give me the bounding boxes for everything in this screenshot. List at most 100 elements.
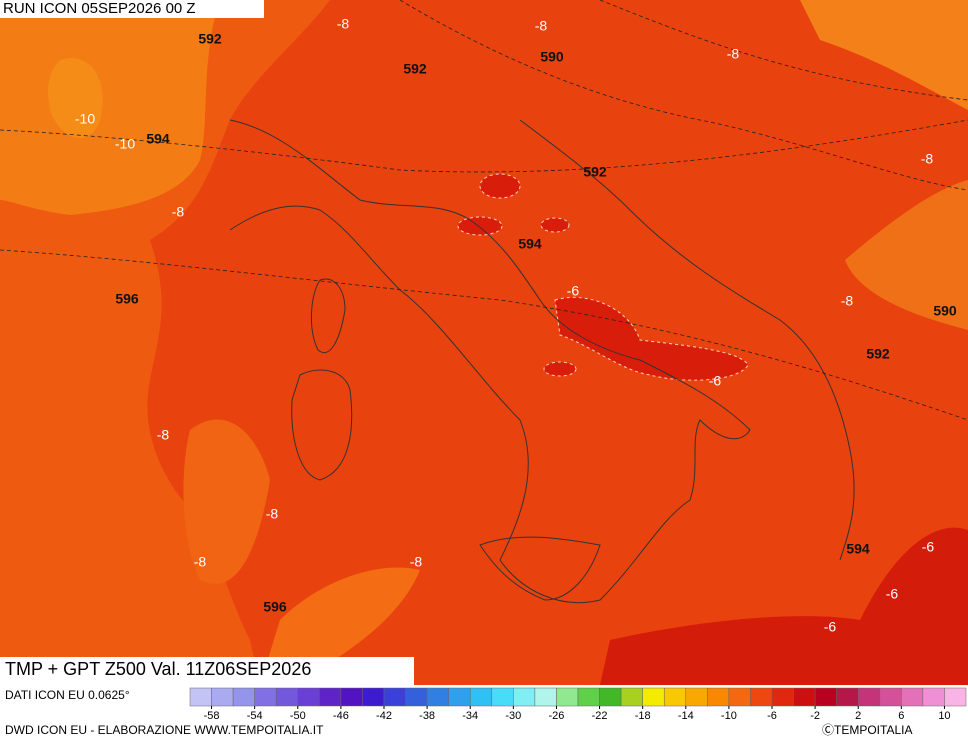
colorbar-swatch: [448, 687, 471, 707]
contour-label: -6: [922, 539, 935, 555]
contour-label: -8: [266, 506, 279, 522]
colorbar-swatch: [362, 687, 385, 707]
colorbar-swatch: [254, 687, 277, 707]
colorbar-swatch: [728, 687, 751, 707]
contour-label: 594: [518, 236, 542, 252]
isohypse: [0, 0, 968, 421]
colorbar-swatch: [901, 687, 924, 707]
colorbar-swatch: [836, 687, 859, 707]
colorbar-tick-label: -18: [635, 710, 651, 722]
colorbar-swatch: [297, 687, 320, 707]
colorbar-swatch: [944, 687, 967, 707]
cooler-region: [0, 0, 220, 215]
colorbar-tick-label: -26: [548, 710, 564, 722]
colorbar-swatch: [319, 687, 342, 707]
map-title: TMP + GPT Z500 Val. 11Z06SEP2026: [5, 659, 311, 679]
colorbar-tick-label: -34: [462, 710, 478, 722]
cooler-region: [800, 0, 968, 110]
colorbar-tick-label: -30: [505, 710, 521, 722]
colorbar-swatch: [426, 687, 449, 707]
contour-label: 596: [115, 291, 139, 307]
header-box: [0, 0, 264, 18]
contour-label: -6: [886, 586, 899, 602]
cooler-core: [48, 58, 103, 139]
colorbar-swatch: [513, 687, 536, 707]
colorbar-swatch: [577, 687, 600, 707]
map: [0, 0, 968, 685]
contour-label: 592: [403, 61, 427, 77]
contour-label: -6: [824, 619, 837, 635]
colorbar-swatch: [620, 687, 643, 707]
coastline: [479, 536, 601, 601]
colorbar-tick-label: -10: [721, 710, 737, 722]
colorbar-swatch: [685, 687, 708, 707]
colorbar-tick-label: -14: [678, 710, 694, 722]
contour-label: 596: [263, 599, 287, 615]
colorbar-swatch: [340, 687, 363, 707]
colorbar-tick-label: -58: [204, 710, 220, 722]
source: DATI ICON EU 0.0625°: [5, 688, 130, 702]
coastline: [310, 278, 346, 353]
contour-label: 594: [146, 131, 170, 147]
warm-core: [457, 216, 503, 236]
contour-label: 590: [933, 303, 957, 319]
contour-label: -8: [727, 46, 740, 62]
contour-label: -10: [115, 136, 135, 152]
coastline: [519, 119, 855, 561]
contour-label: -8: [535, 18, 548, 34]
colorbar-swatch: [879, 687, 902, 707]
contour-label: -8: [921, 151, 934, 167]
colorbar-swatch: [275, 687, 299, 707]
colorbar-swatch: [232, 687, 255, 707]
contour-label: -8: [157, 427, 170, 443]
colorbar-swatch: [534, 687, 557, 707]
colorbar-swatch: [189, 687, 212, 707]
colorbar-swatch: [814, 687, 837, 707]
colorbar-swatch: [663, 687, 687, 707]
colorbar-swatch: [707, 687, 730, 707]
warm-core: [600, 527, 968, 685]
colorbar-tick-label: -50: [290, 710, 306, 722]
colorbar-swatch: [211, 687, 234, 707]
contour-label: 592: [866, 346, 890, 362]
contour-label: 592: [583, 164, 607, 180]
contour-label: 592: [198, 31, 222, 47]
contour-label: -8: [172, 204, 185, 220]
colorbar-swatch: [491, 687, 514, 707]
credit: DWD ICON EU - ELABORAZIONE WWW.TEMPOITAL…: [5, 723, 324, 737]
coastline: [229, 119, 751, 604]
warm-core: [554, 296, 749, 381]
colorbar-swatch: [383, 687, 406, 707]
warm-region: [183, 419, 270, 584]
run-label: RUN ICON 05SEP2026 00 Z: [3, 0, 196, 17]
colorbar-swatch: [556, 687, 579, 707]
colorbar-swatch: [857, 687, 881, 707]
coastline: [291, 369, 353, 481]
contour-label: -8: [337, 16, 350, 32]
contour-label: -8: [841, 293, 854, 309]
title-box: [0, 657, 414, 685]
colorbar-tick-label: -54: [247, 710, 263, 722]
colorbar-swatch: [922, 687, 945, 707]
copyright: ⒸTEMPOITALIA: [822, 723, 912, 737]
warm-core: [543, 361, 577, 377]
colorbar-tick-label: -22: [592, 710, 608, 722]
colorbar-tick-label: -2: [810, 710, 820, 722]
warm-core: [479, 173, 521, 199]
cooler-region: [845, 180, 968, 330]
contour-labels: 592 -8 -8 592 590 -8 -10 -10 594 592 -8 -8 594 -6 596 -…: [75, 16, 957, 635]
colorbar-swatch: [750, 687, 773, 707]
colorbar-swatch: [642, 687, 665, 707]
warm-core: [540, 217, 570, 233]
contour-label: -6: [709, 373, 722, 389]
colorbar-tick-label: 10: [938, 710, 950, 722]
contour-label: -10: [75, 111, 95, 127]
contour-label: 594: [846, 541, 870, 557]
contour-label: -6: [567, 283, 580, 299]
warm-region: [260, 567, 420, 685]
colorbar-swatch: [793, 687, 816, 707]
colorbar-tick-label: -46: [333, 710, 349, 722]
colorbar-swatch: [469, 687, 493, 707]
contour-label: -8: [410, 554, 423, 570]
